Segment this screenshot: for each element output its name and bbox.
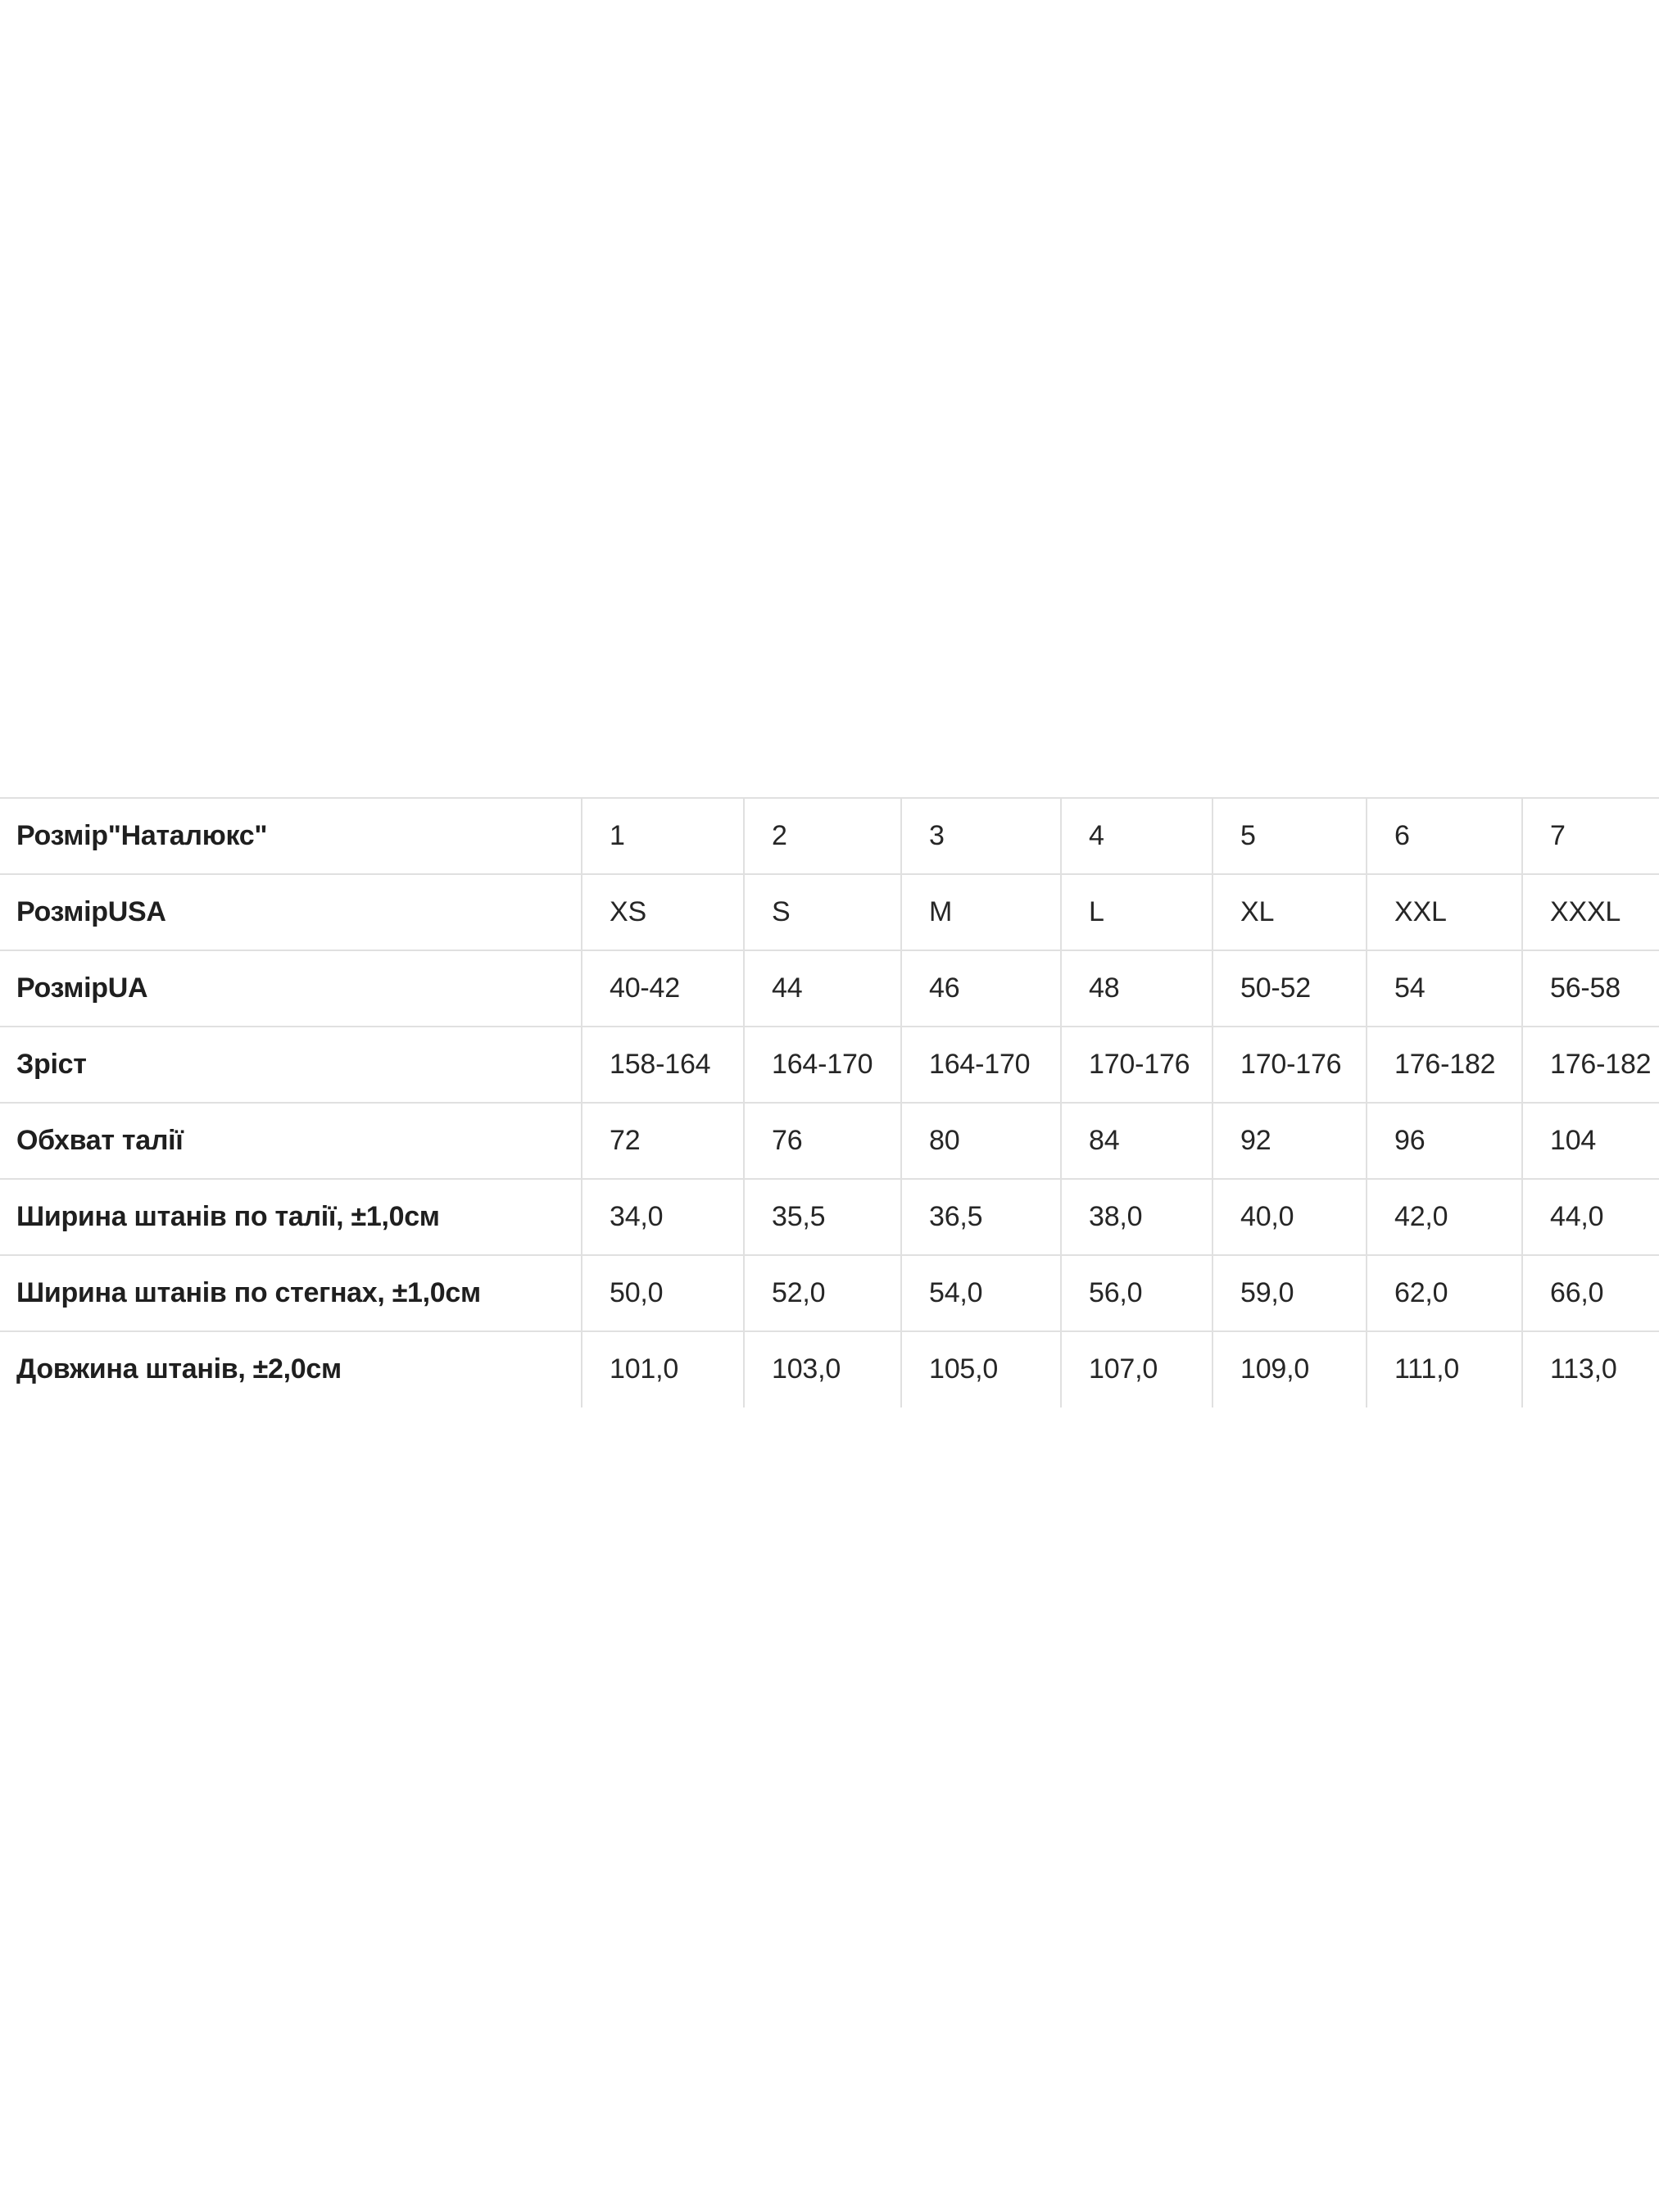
size-value-cell: 56-58: [1521, 950, 1659, 1027]
size-value-cell: 7: [1521, 798, 1659, 874]
table-row: Ширина штанів по стегнах, ±1,0см 50,0 52,0…: [0, 1255, 1659, 1331]
size-value-cell: 50-52: [1212, 950, 1367, 1027]
size-value-cell: 5: [1212, 798, 1367, 874]
row-label-cell: Ширина штанів по стегнах, ±1,0см: [16, 1276, 481, 1308]
size-value-cell: 76: [743, 1103, 901, 1179]
size-value-cell: 109,0: [1212, 1331, 1367, 1407]
size-value-cell: 170-176: [1212, 1027, 1367, 1103]
table-row: Зріст 158-164 164-170 164-170 170-176 170-176…: [0, 1027, 1659, 1103]
size-value-cell: S: [743, 874, 901, 950]
size-value-cell: 103,0: [743, 1331, 901, 1407]
size-value-cell: 40,0: [1212, 1179, 1367, 1255]
size-value-cell: XL: [1212, 874, 1367, 950]
size-value-cell: 164-170: [743, 1027, 901, 1103]
size-value-cell: 46: [900, 950, 1061, 1027]
row-label-cell: Довжина штанів, ±2,0см: [16, 1353, 342, 1385]
size-value-cell: 164-170: [900, 1027, 1061, 1103]
row-label-cell: Обхват талії: [16, 1124, 184, 1156]
size-value-cell: L: [1060, 874, 1213, 950]
row-label-cell: Розмір"Наталюкс": [16, 819, 268, 851]
size-value-cell: XXXL: [1521, 874, 1659, 950]
size-value-cell: 72: [581, 1103, 744, 1179]
size-value-cell: 40-42: [581, 950, 744, 1027]
size-value-cell: 54,0: [900, 1255, 1061, 1331]
size-value-cell: 111,0: [1366, 1331, 1522, 1407]
size-value-cell: 104: [1521, 1103, 1659, 1179]
size-value-cell: 34,0: [581, 1179, 744, 1255]
table-row: Ширина штанів по талії, ±1,0см 34,0 35,5 36…: [0, 1179, 1659, 1255]
size-value-cell: 42,0: [1366, 1179, 1522, 1255]
size-value-cell: 44,0: [1521, 1179, 1659, 1255]
size-value-cell: 62,0: [1366, 1255, 1522, 1331]
size-value-cell: 113,0: [1521, 1331, 1659, 1407]
size-value-cell: 48: [1060, 950, 1213, 1027]
table-row: РозмірUSA XS S M L XL XXL XXXL: [0, 874, 1659, 950]
row-label-cell: Зріст: [16, 1048, 87, 1080]
size-value-cell: 56,0: [1060, 1255, 1213, 1331]
size-value-cell: 176-182: [1521, 1027, 1659, 1103]
row-label-cell: РозмірUA: [16, 972, 148, 1004]
size-value-cell: 3: [900, 798, 1061, 874]
table-row: РозмірUA 40-42 44 46 48 50-52 54 56-58: [0, 950, 1659, 1027]
size-value-cell: 84: [1060, 1103, 1213, 1179]
size-value-cell: 59,0: [1212, 1255, 1367, 1331]
size-value-cell: 4: [1060, 798, 1213, 874]
size-value-cell: 2: [743, 798, 901, 874]
row-label-cell: Ширина штанів по талії, ±1,0см: [16, 1200, 440, 1232]
size-value-cell: 38,0: [1060, 1179, 1213, 1255]
size-value-cell: 54: [1366, 950, 1522, 1027]
size-value-cell: 50,0: [581, 1255, 744, 1331]
size-value-cell: 96: [1366, 1103, 1522, 1179]
size-value-cell: 92: [1212, 1103, 1367, 1179]
size-value-cell: 80: [900, 1103, 1061, 1179]
size-value-cell: 101,0: [581, 1331, 744, 1407]
size-value-cell: 6: [1366, 798, 1522, 874]
table-row: Розмір"Наталюкс" 1 2 3 4 5 6 7: [0, 798, 1659, 874]
size-value-cell: 170-176: [1060, 1027, 1213, 1103]
size-value-cell: 158-164: [581, 1027, 744, 1103]
size-chart-table: Розмір"Наталюкс" 1 2 3 4 5 6 7 РозмірUSA XS S M L XL X…: [0, 797, 1659, 1407]
size-value-cell: 176-182: [1366, 1027, 1522, 1103]
size-value-cell: 107,0: [1060, 1331, 1213, 1407]
row-label-cell: РозмірUSA: [16, 895, 166, 927]
size-value-cell: XS: [581, 874, 744, 950]
size-chart-section: Розмір"Наталюкс" 1 2 3 4 5 6 7 РозмірUSA XS S M L XL X…: [0, 797, 1659, 1407]
size-value-cell: 36,5: [900, 1179, 1061, 1255]
size-value-cell: 66,0: [1521, 1255, 1659, 1331]
size-value-cell: M: [900, 874, 1061, 950]
table-row: Довжина штанів, ±2,0см 101,0 103,0 105,0 107…: [0, 1331, 1659, 1407]
size-value-cell: XXL: [1366, 874, 1522, 950]
table-row: Обхват талії 72 76 80 84 92 96 104: [0, 1103, 1659, 1179]
size-value-cell: 44: [743, 950, 901, 1027]
size-value-cell: 35,5: [743, 1179, 901, 1255]
size-value-cell: 1: [581, 798, 744, 874]
size-value-cell: 52,0: [743, 1255, 901, 1331]
size-value-cell: 105,0: [900, 1331, 1061, 1407]
